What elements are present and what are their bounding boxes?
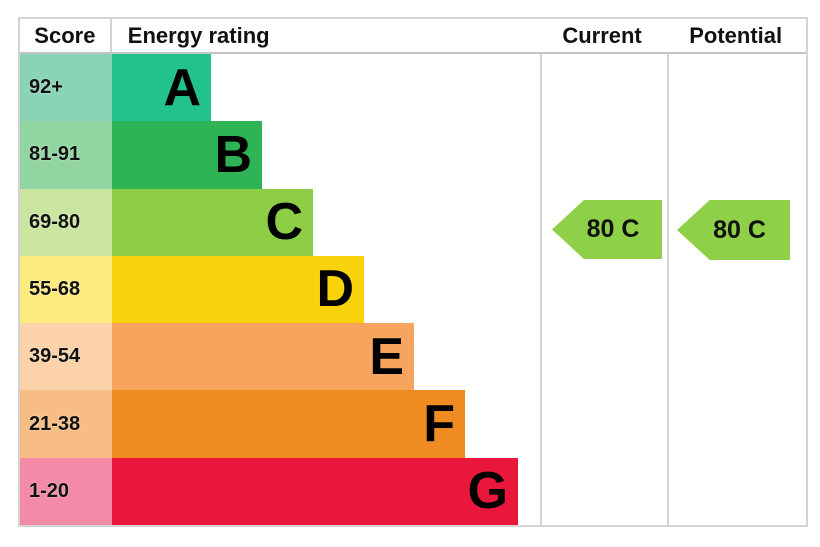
band-row-c: 69-80 C <box>20 188 806 256</box>
score-column-header: Score <box>20 19 112 52</box>
potential-column-header: Potential <box>689 22 783 48</box>
band-bar-g: G <box>112 457 518 525</box>
score-range-c: 69-80 <box>20 188 112 256</box>
current-rating-value: 80 C <box>586 215 640 243</box>
score-range-b: 81-91 <box>20 121 112 189</box>
band-rows: 92+ A 81-91 B 69-80 C 55-68 D 39-54 E 21… <box>20 54 806 525</box>
band-row-f: 21-38 F <box>20 390 806 458</box>
current-column-divider <box>540 54 542 525</box>
score-range-d: 55-68 <box>20 255 112 324</box>
current-rating-arrow-icon: 80 C <box>552 200 662 259</box>
score-range-a: 92+ <box>20 54 112 122</box>
band-bar-e: E <box>112 323 414 391</box>
current-column-header: Current <box>562 22 642 48</box>
band-row-e: 39-54 E <box>20 323 806 391</box>
band-bar-c: C <box>112 188 313 256</box>
band-bar-a: A <box>112 54 211 122</box>
band-bar-b: B <box>112 121 262 189</box>
band-row-d: 55-68 D <box>20 255 806 324</box>
score-range-e: 39-54 <box>20 323 112 391</box>
energy-rating-column-header: Energy rating <box>127 22 270 48</box>
band-row-g: 1-20 G <box>20 457 806 525</box>
potential-column-divider <box>667 54 669 525</box>
epc-energy-rating-chart: Score Energy rating Current Potential 92… <box>18 17 808 527</box>
band-bar-f: F <box>112 390 465 458</box>
chart-header-row: Score Energy rating Current Potential <box>20 19 806 54</box>
score-range-g: 1-20 <box>20 457 112 525</box>
band-row-a: 92+ A <box>20 54 806 122</box>
score-range-f: 21-38 <box>20 390 112 458</box>
band-bar-d: D <box>112 255 364 324</box>
potential-rating-value: 80 C <box>713 215 766 244</box>
band-row-b: 81-91 B <box>20 121 806 189</box>
